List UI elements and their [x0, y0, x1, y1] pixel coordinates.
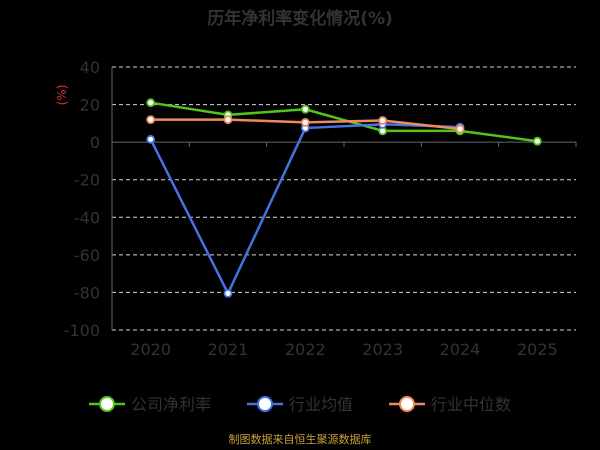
legend[interactable]: 公司净利率 行业均值 行业中位数: [89, 395, 511, 414]
series-0-point-2025[interactable]: [532, 136, 542, 146]
legend-item-0[interactable]: 公司净利率: [89, 395, 211, 414]
y-tick-label-0: 40: [80, 58, 100, 77]
axes: [111, 67, 577, 330]
x-tick-label-2023: 2023: [362, 340, 403, 359]
series-line-0: [150, 101, 538, 143]
y-tick-label-2: 0: [90, 133, 100, 152]
series-2-point-2022[interactable]: [300, 118, 310, 127]
series-1-point-2020[interactable]: [146, 134, 156, 144]
legend-swatch-marker-1: [257, 396, 273, 412]
x-tick-label-2024: 2024: [440, 340, 481, 359]
series-lines: [146, 98, 542, 298]
series-line-1: [149, 123, 461, 297]
data-source-note: 制图数据来自恒生聚源数据库: [229, 432, 372, 446]
y-tick-label-4: -40: [74, 208, 100, 227]
x-tick-labels: 2020 2021 2022 2023 2024 2025: [130, 340, 557, 359]
legend-item-1[interactable]: 行业均值: [247, 395, 353, 414]
y-tick-label-5: -60: [74, 246, 100, 265]
legend-swatch-marker-2: [399, 396, 415, 412]
y-axis-unit-label: (%): [55, 85, 69, 106]
series-2-point-2020[interactable]: [146, 115, 156, 124]
y-tick-label-6: -80: [74, 283, 100, 302]
legend-label-2: 行业中位数: [431, 395, 511, 414]
x-tick-label-2025: 2025: [517, 340, 558, 359]
legend-item-2[interactable]: 行业中位数: [389, 395, 511, 414]
series-0-point-2022[interactable]: [300, 104, 310, 114]
legend-label-0: 公司净利率: [131, 395, 211, 414]
x-tick-label-2022: 2022: [285, 340, 326, 359]
legend-label-1: 行业均值: [289, 395, 353, 414]
y-tick-label-7: -100: [64, 321, 100, 340]
series-2-point-2023[interactable]: [378, 116, 388, 125]
x-tick-label-2020: 2020: [130, 340, 171, 359]
y-tick-label-1: 20: [80, 96, 100, 115]
chart-title: 历年净利率变化情况(%): [207, 8, 393, 29]
x-tick-label-2021: 2021: [208, 340, 249, 359]
series-2-point-2021[interactable]: [223, 115, 233, 124]
series-0-point-2020[interactable]: [146, 98, 156, 108]
series-2-point-2024[interactable]: [455, 124, 465, 134]
series-1-point-2021[interactable]: [223, 288, 233, 298]
y-tick-label-3: -20: [74, 171, 100, 190]
y-tick-labels: 40 20 0 -20 -40 -60 -80 -100: [64, 58, 100, 340]
legend-swatch-marker-0: [99, 396, 115, 412]
